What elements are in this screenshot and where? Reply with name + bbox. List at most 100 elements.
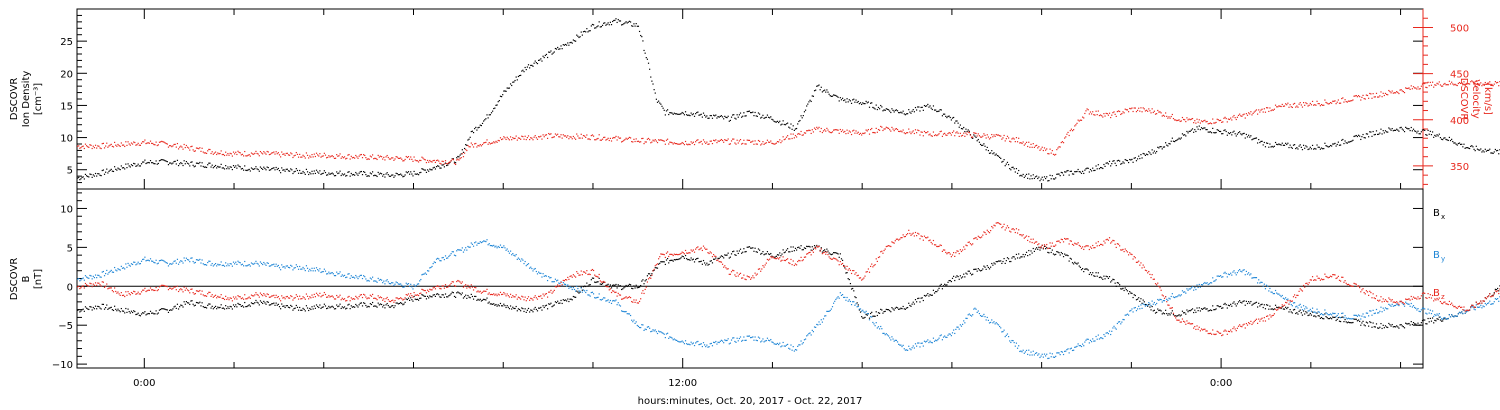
data-point: [1029, 178, 1031, 180]
data-point: [373, 305, 375, 307]
data-point: [990, 137, 992, 139]
data-point: [164, 261, 166, 263]
data-point: [827, 91, 829, 93]
data-point: [456, 157, 458, 159]
data-point: [839, 97, 841, 99]
data-point: [366, 280, 368, 282]
data-point: [329, 173, 331, 175]
data-point: [909, 131, 911, 133]
data-point: [126, 167, 128, 169]
top-plot-frame: [76, 8, 1424, 190]
data-point: [1057, 251, 1059, 253]
data-point: [297, 268, 300, 270]
data-point: [871, 127, 873, 130]
data-point: [776, 120, 779, 122]
data-point: [1385, 93, 1388, 96]
data-point: [211, 262, 213, 265]
data-point: [386, 302, 388, 305]
data-point: [677, 113, 679, 115]
data-point: [1098, 168, 1101, 170]
data-point: [644, 141, 646, 143]
data-point: [868, 317, 871, 319]
data-point: [606, 23, 608, 25]
data-point: [1052, 253, 1055, 255]
data-point: [776, 254, 779, 256]
data-point: [1399, 324, 1401, 326]
data-point: [1154, 152, 1157, 154]
data-point: [1410, 320, 1412, 323]
data-point: [798, 246, 800, 248]
data-point: [714, 258, 716, 260]
data-point: [655, 267, 657, 269]
data-point: [1252, 138, 1254, 140]
data-point: [804, 247, 807, 250]
data-point: [396, 282, 398, 284]
data-point: [532, 65, 534, 67]
data-point: [1463, 143, 1465, 145]
data-point: [669, 141, 671, 143]
data-point: [1006, 161, 1009, 163]
data-point: [1429, 130, 1431, 132]
data-point: [1080, 269, 1083, 271]
data-point: [756, 143, 758, 145]
data-point: [1392, 326, 1394, 328]
data-point: [764, 117, 766, 119]
data-point: [795, 136, 798, 138]
data-point: [239, 304, 241, 306]
data-point: [1154, 113, 1157, 115]
data-point: [393, 176, 395, 178]
data-point: [581, 291, 583, 293]
data-point: [568, 300, 570, 303]
data-point: [127, 141, 129, 143]
data-point: [130, 310, 133, 312]
data-point: [847, 101, 849, 103]
data-point: [488, 114, 490, 116]
data-point: [282, 153, 284, 155]
data-point: [588, 138, 590, 140]
data-point: [625, 310, 627, 313]
data-point: [109, 270, 111, 273]
data-point: [529, 67, 531, 69]
data-point: [1094, 275, 1096, 277]
data-point: [652, 139, 654, 141]
data-point: [484, 240, 486, 242]
data-point: [377, 154, 379, 156]
data-point: [526, 309, 528, 311]
data-point: [1157, 308, 1159, 310]
data-point: [1080, 172, 1083, 174]
data-point: [665, 259, 668, 261]
data-point: [368, 306, 370, 308]
data-point: [690, 341, 692, 343]
data-point: [1482, 150, 1484, 152]
data-point: [212, 308, 214, 310]
data-point: [108, 170, 110, 172]
data-point: [1264, 308, 1267, 310]
data-point: [642, 324, 644, 326]
data-point: [1488, 149, 1490, 152]
data-point: [328, 155, 330, 157]
data-point: [538, 59, 540, 62]
data-point: [681, 141, 683, 144]
data-point: [413, 170, 415, 173]
data-point: [900, 111, 902, 113]
data-point: [185, 257, 188, 259]
data-point: [1170, 140, 1172, 142]
data-point: [792, 246, 794, 248]
data-point: [864, 316, 866, 318]
data-point: [557, 300, 559, 302]
data-point: [1012, 256, 1014, 258]
data-point: [706, 344, 708, 346]
data-point: [232, 304, 235, 306]
data-point: [216, 153, 218, 156]
data-point: [782, 136, 784, 138]
data-point: [1112, 112, 1114, 114]
data-point: [1426, 87, 1428, 89]
data-point: [1029, 146, 1031, 148]
data-point: [312, 156, 314, 158]
data-point: [780, 255, 782, 257]
data-point: [709, 140, 711, 142]
data-point: [1143, 153, 1145, 155]
data-point: [930, 135, 932, 137]
data-point: [629, 284, 632, 286]
data-point: [1393, 129, 1396, 131]
